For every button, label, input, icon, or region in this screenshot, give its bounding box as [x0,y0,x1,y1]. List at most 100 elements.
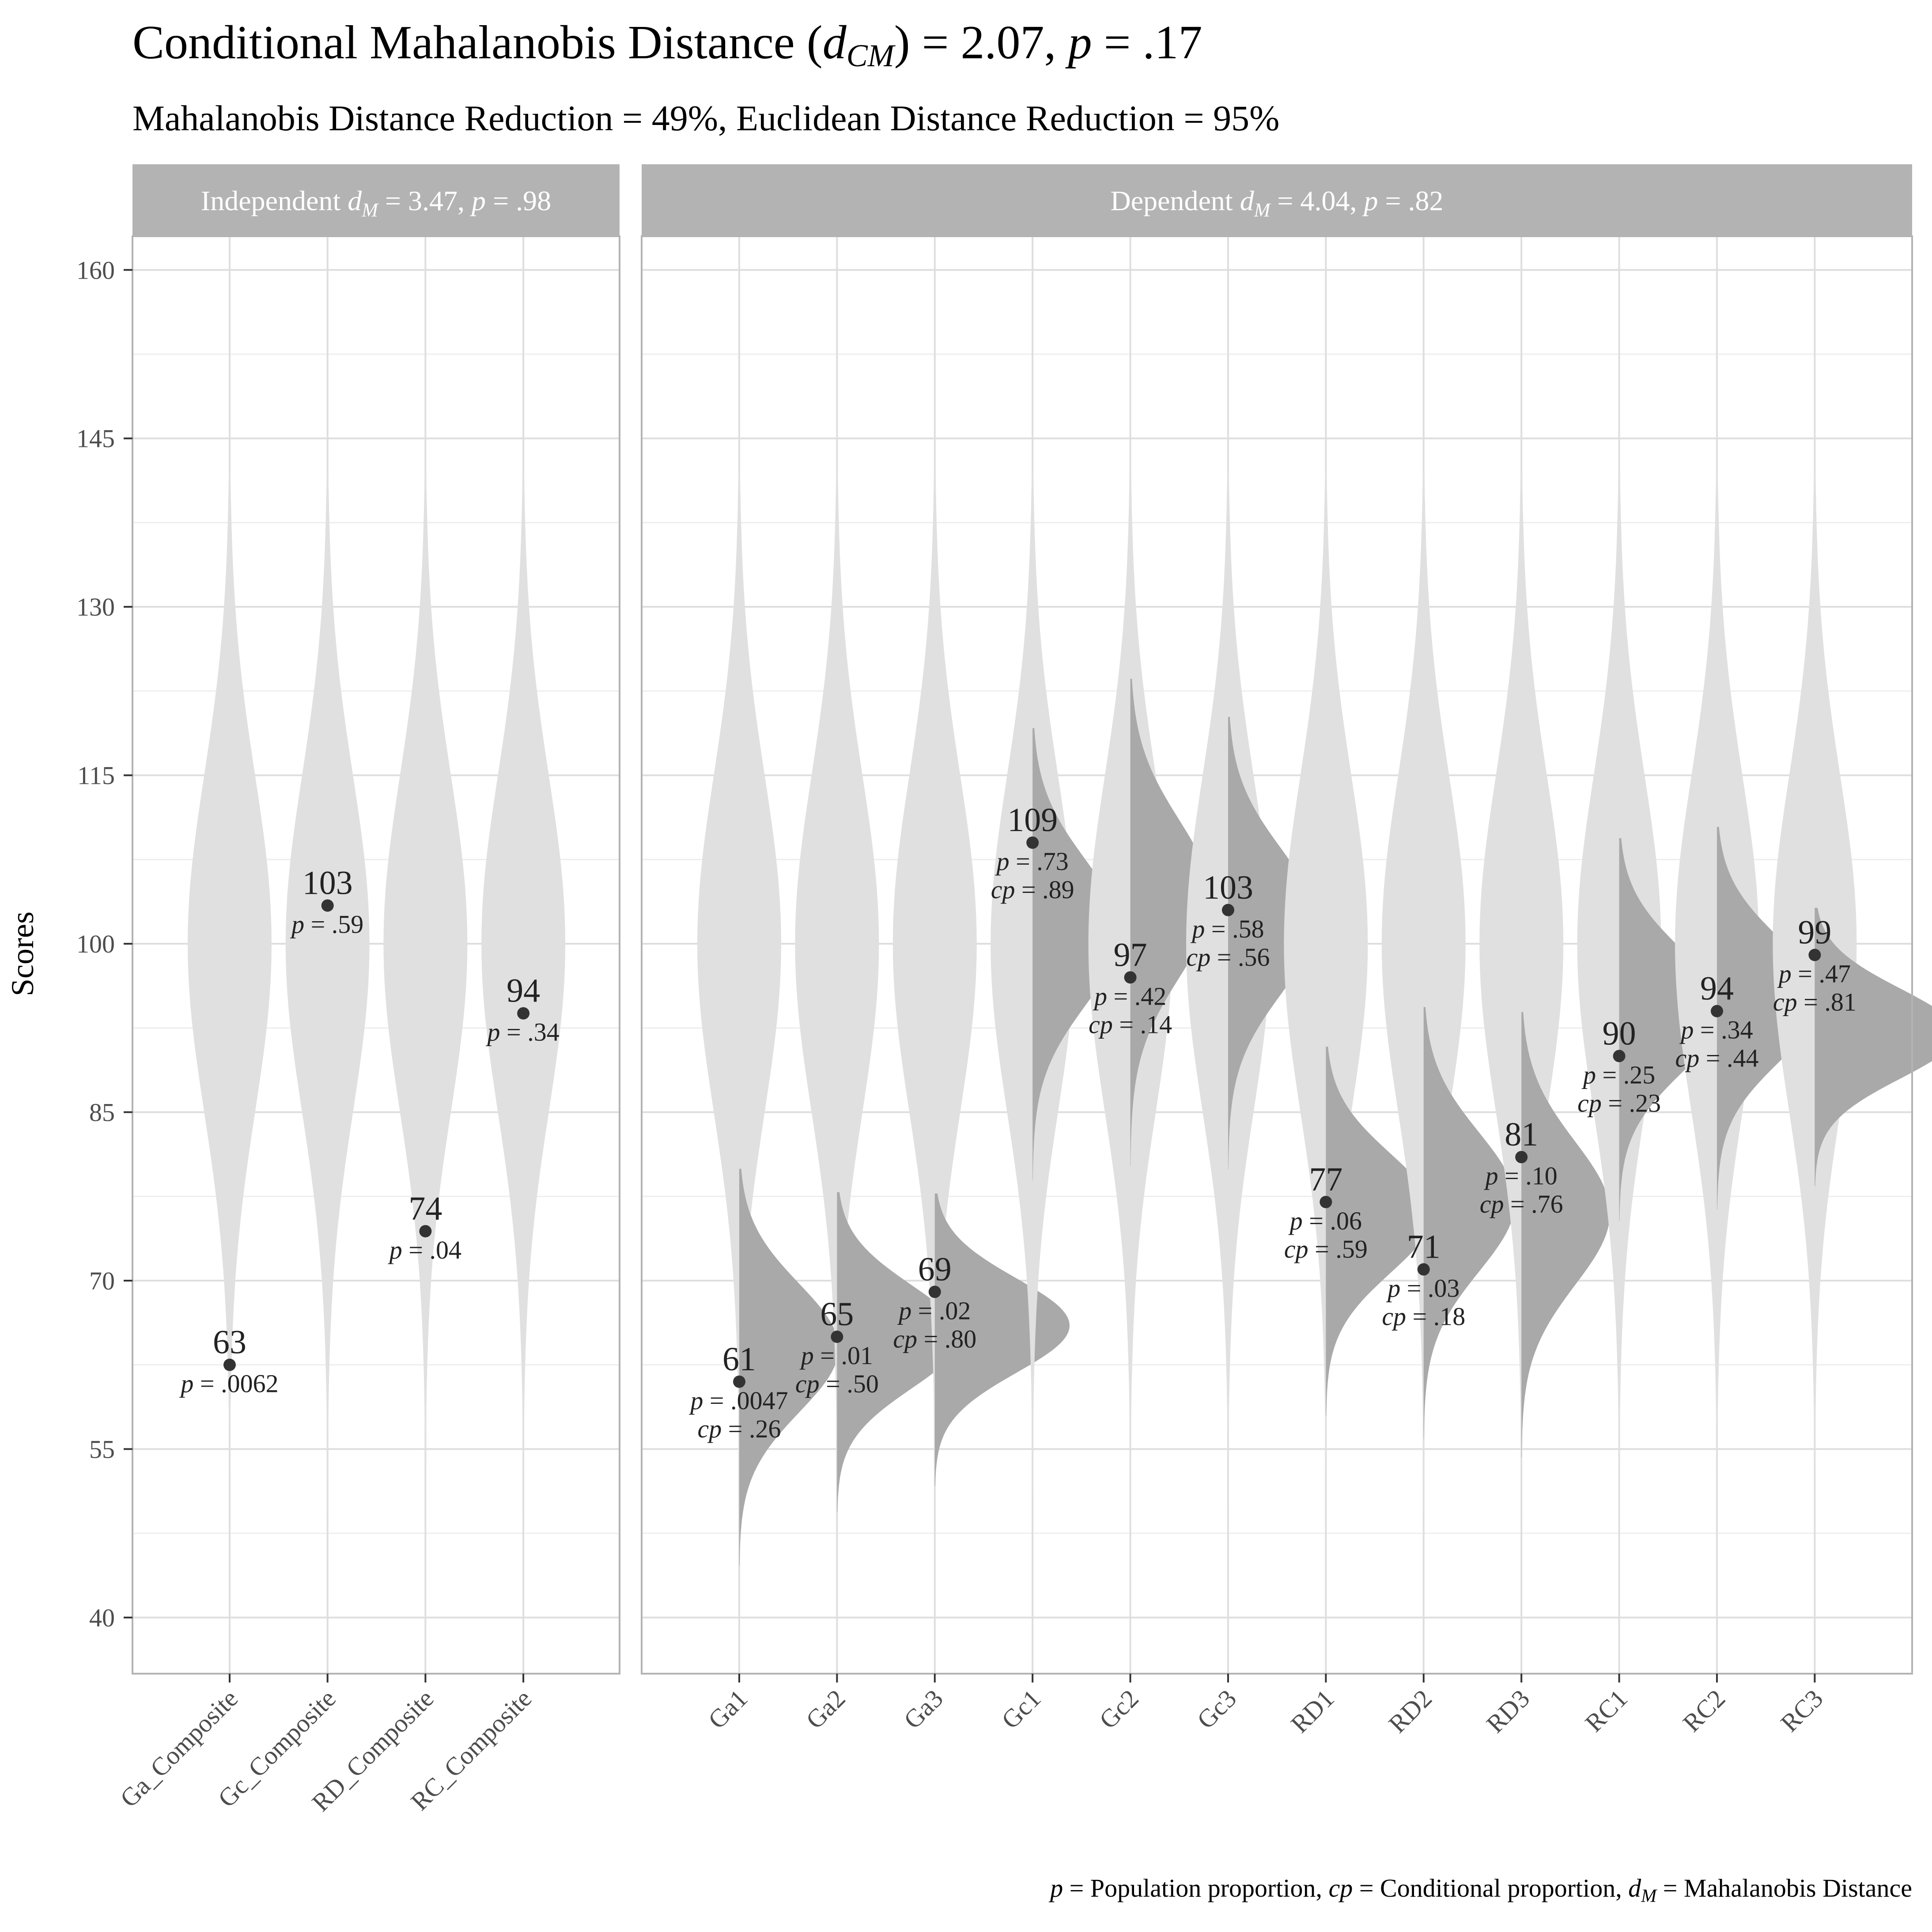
cp-value: = .76 [1504,1190,1563,1218]
score-label-Ga1: 61 [722,1341,756,1378]
p-value: = .0047 [703,1386,788,1415]
score-point-RC2 [1711,1005,1723,1017]
population-violin-Gc_Composite [285,472,370,1516]
cp-label-Gc1: cp = .89 [991,875,1074,904]
x-tick-label-RD1: RD1 [1285,1684,1339,1738]
score-label-Ga2: 65 [820,1296,854,1333]
strip-middle: = 3.47, [378,185,472,216]
caption-d-text: = Mahalanobis Distance [1656,1874,1912,1902]
p-value: = .34 [500,1018,559,1047]
score-point-Gc_Composite [321,899,334,912]
strip-prefix: Independent [201,185,348,216]
score-point-RD_Composite [419,1225,432,1238]
score-point-RD2 [1417,1263,1430,1276]
p-value: = .59 [304,910,363,939]
cp-value: = .59 [1308,1235,1368,1263]
cp-symbol: cp [795,1369,820,1398]
title-suffix: = .17 [1092,16,1202,69]
p-symbol: p [1581,1060,1596,1089]
strip-symbol-sub: M [361,199,379,221]
p-symbol: p [1386,1274,1400,1303]
p-value: = .47 [1792,960,1851,988]
conditional-violin-Ga2 [837,1192,960,1512]
score-label-RD1: 77 [1309,1161,1342,1198]
cp-label-Ga1: cp = .26 [698,1414,781,1443]
p-label-Gc1: p = .73 [995,847,1069,876]
conditional-violin-RC2 [1717,827,1820,1210]
chart-title: Conditional Mahalanobis Distance (dCM) =… [132,16,1202,73]
cp-label-Gc2: cp = .14 [1089,1010,1172,1039]
chart-subtitle: Mahalanobis Distance Reduction = 49%, Eu… [132,98,1279,138]
strip-background [642,164,1912,236]
caption-cp-symbol: cp [1329,1874,1353,1902]
y-tick-label-160: 160 [76,256,115,284]
p-symbol: p [799,1341,814,1370]
score-label-RD2: 71 [1407,1229,1440,1266]
p-label-Gc_Composite: p = .59 [290,910,363,939]
x-tick-label-RC3: RC3 [1775,1684,1828,1737]
conditional-violin-Gc3 [1228,717,1316,1170]
title-middle: ) = 2.07, [894,16,1068,69]
score-point-Gc2 [1124,971,1137,984]
caption-d-sub: M [1641,1886,1657,1906]
p-label-Ga1: p = .0047 [688,1386,788,1415]
score-label-Gc1: 109 [1007,802,1058,839]
cp-label-RD3: cp = .76 [1480,1190,1563,1218]
p-label-RC3: p = .47 [1777,960,1851,988]
y-tick-label-40: 40 [89,1603,115,1632]
y-tick-label-55: 55 [89,1435,115,1463]
x-tick-label-Ga3: Ga3 [898,1684,949,1734]
cp-symbol: cp [991,875,1015,904]
y-tick-label-70: 70 [89,1267,115,1295]
score-label-RC_Composite: 94 [507,972,540,1009]
p-value: = .01 [814,1341,873,1370]
conditional-violin-Gc1 [1032,728,1120,1181]
score-label-Gc3: 103 [1203,869,1253,906]
cp-label-RC2: cp = .44 [1675,1044,1759,1073]
p-value: = .03 [1400,1274,1459,1303]
x-tick-label-Gc3: Gc3 [1191,1684,1242,1734]
p-label-RD3: p = .10 [1484,1161,1558,1190]
p-symbol: p [897,1296,911,1325]
score-label-Gc_Composite: 103 [302,865,353,902]
p-value: = .04 [402,1236,461,1264]
strip-middle: = 4.04, [1270,185,1364,216]
cp-label-RC3: cp = .81 [1773,988,1856,1017]
caption-cp-text: = Conditional proportion, [1353,1874,1628,1902]
cp-label-Ga3: cp = .80 [893,1324,976,1353]
y-axis: 40 55 70 85 100 115 130 145 160 [76,256,132,1632]
x-tick-label-RC1: RC1 [1580,1684,1633,1737]
p-symbol: p [1190,915,1205,943]
p-label-Ga_Composite: p = .0062 [179,1369,278,1398]
p-symbol: p [179,1369,193,1398]
cp-value: = .44 [1699,1044,1758,1073]
score-point-Gc1 [1026,836,1039,849]
cp-symbol: cp [1577,1089,1602,1117]
cp-value: = .23 [1602,1089,1661,1117]
p-symbol: p [1777,960,1792,988]
y-tick-label-130: 130 [76,593,115,621]
score-label-RC1: 90 [1603,1015,1636,1052]
x-tick-label-Gc1: Gc1 [996,1684,1046,1734]
caption-d-symbol: d [1628,1874,1641,1902]
strip-p-symbol: p [470,185,486,216]
score-label-Gc2: 97 [1114,936,1147,973]
p-value: = .25 [1596,1060,1655,1089]
y-tick-label-85: 85 [89,1098,115,1127]
strip-suffix: = .98 [486,185,551,216]
cp-value: = .26 [722,1414,781,1443]
score-point-Ga3 [928,1285,941,1298]
cp-value: = .80 [917,1324,976,1353]
score-label-Ga3: 69 [918,1251,952,1288]
conditional-violin-RD2 [1423,1007,1515,1439]
population-violin-Ga_Composite [188,472,272,1516]
score-point-RC_Composite [517,1007,530,1020]
cp-value: = .50 [820,1369,879,1398]
p-value: = .42 [1107,982,1166,1010]
cp-symbol: cp [1480,1190,1504,1218]
score-point-Ga1 [733,1375,745,1388]
score-point-RD1 [1320,1195,1332,1208]
y-tick-label-100: 100 [76,930,115,958]
